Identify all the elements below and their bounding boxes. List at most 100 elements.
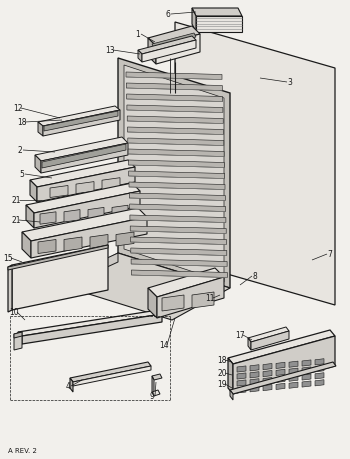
Polygon shape xyxy=(35,155,41,173)
Text: 17: 17 xyxy=(235,330,245,340)
Polygon shape xyxy=(192,8,196,32)
Polygon shape xyxy=(129,171,225,179)
Polygon shape xyxy=(131,259,227,267)
Polygon shape xyxy=(8,245,108,270)
Text: 2: 2 xyxy=(18,146,22,155)
Polygon shape xyxy=(175,22,335,305)
Polygon shape xyxy=(263,377,272,384)
Polygon shape xyxy=(30,160,135,187)
Polygon shape xyxy=(250,379,259,385)
Polygon shape xyxy=(126,72,222,79)
Polygon shape xyxy=(237,373,246,379)
Polygon shape xyxy=(127,94,223,101)
Polygon shape xyxy=(129,182,225,190)
Polygon shape xyxy=(35,137,128,161)
Polygon shape xyxy=(315,380,324,386)
Polygon shape xyxy=(315,358,324,365)
Polygon shape xyxy=(263,370,272,377)
Polygon shape xyxy=(22,314,162,344)
Text: 5: 5 xyxy=(20,169,25,179)
Text: 12: 12 xyxy=(13,103,23,112)
Polygon shape xyxy=(64,237,82,251)
Polygon shape xyxy=(156,34,200,64)
Polygon shape xyxy=(38,240,56,253)
Text: 21: 21 xyxy=(11,196,21,205)
Text: 6: 6 xyxy=(166,10,170,18)
Polygon shape xyxy=(196,16,242,32)
Polygon shape xyxy=(302,367,311,373)
Polygon shape xyxy=(148,38,156,64)
Polygon shape xyxy=(12,245,108,310)
Polygon shape xyxy=(124,65,224,282)
Polygon shape xyxy=(50,185,68,197)
Text: 19: 19 xyxy=(217,380,227,388)
Text: 7: 7 xyxy=(328,250,332,258)
Polygon shape xyxy=(230,390,233,400)
Text: 8: 8 xyxy=(253,272,257,280)
Polygon shape xyxy=(289,375,298,381)
Polygon shape xyxy=(263,385,272,391)
Polygon shape xyxy=(289,361,298,367)
Polygon shape xyxy=(38,106,120,126)
Polygon shape xyxy=(142,40,196,62)
Text: 1: 1 xyxy=(136,29,140,39)
Polygon shape xyxy=(162,295,184,311)
Polygon shape xyxy=(8,265,12,312)
Text: 18: 18 xyxy=(17,118,27,127)
Polygon shape xyxy=(26,205,34,228)
Polygon shape xyxy=(248,338,251,350)
Polygon shape xyxy=(18,310,162,336)
Polygon shape xyxy=(152,390,160,396)
Text: 11: 11 xyxy=(205,293,215,302)
Polygon shape xyxy=(41,143,128,173)
Polygon shape xyxy=(250,386,259,392)
Polygon shape xyxy=(250,365,259,371)
Polygon shape xyxy=(64,210,80,222)
Text: 4: 4 xyxy=(65,381,70,391)
Polygon shape xyxy=(237,366,246,372)
Text: 3: 3 xyxy=(288,78,293,86)
Polygon shape xyxy=(70,378,73,392)
Polygon shape xyxy=(129,193,225,201)
Polygon shape xyxy=(30,180,37,202)
Polygon shape xyxy=(76,182,94,194)
Polygon shape xyxy=(20,253,118,307)
Polygon shape xyxy=(302,360,311,366)
Polygon shape xyxy=(237,387,246,393)
Polygon shape xyxy=(118,58,230,288)
Polygon shape xyxy=(148,268,224,297)
Polygon shape xyxy=(276,369,285,375)
Polygon shape xyxy=(44,111,118,131)
Polygon shape xyxy=(276,383,285,390)
Polygon shape xyxy=(192,8,242,16)
Polygon shape xyxy=(31,217,147,258)
Polygon shape xyxy=(228,330,335,364)
Polygon shape xyxy=(73,366,151,386)
Polygon shape xyxy=(138,36,196,54)
Polygon shape xyxy=(130,215,226,223)
Polygon shape xyxy=(152,376,154,396)
Text: 21: 21 xyxy=(11,215,21,224)
Polygon shape xyxy=(263,364,272,369)
Polygon shape xyxy=(148,26,200,46)
Polygon shape xyxy=(131,248,227,256)
Polygon shape xyxy=(42,144,126,168)
Text: 15: 15 xyxy=(3,253,13,263)
Polygon shape xyxy=(34,191,140,228)
Polygon shape xyxy=(102,178,120,190)
Polygon shape xyxy=(138,50,142,62)
Polygon shape xyxy=(131,237,226,245)
Polygon shape xyxy=(228,358,233,394)
Polygon shape xyxy=(315,373,324,379)
Polygon shape xyxy=(88,207,104,220)
Polygon shape xyxy=(127,116,223,123)
Polygon shape xyxy=(18,332,22,344)
Polygon shape xyxy=(37,167,135,202)
Polygon shape xyxy=(60,253,230,320)
Polygon shape xyxy=(127,105,223,112)
Polygon shape xyxy=(148,288,157,318)
Polygon shape xyxy=(40,212,56,224)
Polygon shape xyxy=(14,332,22,338)
Polygon shape xyxy=(38,122,43,136)
Polygon shape xyxy=(112,205,128,218)
